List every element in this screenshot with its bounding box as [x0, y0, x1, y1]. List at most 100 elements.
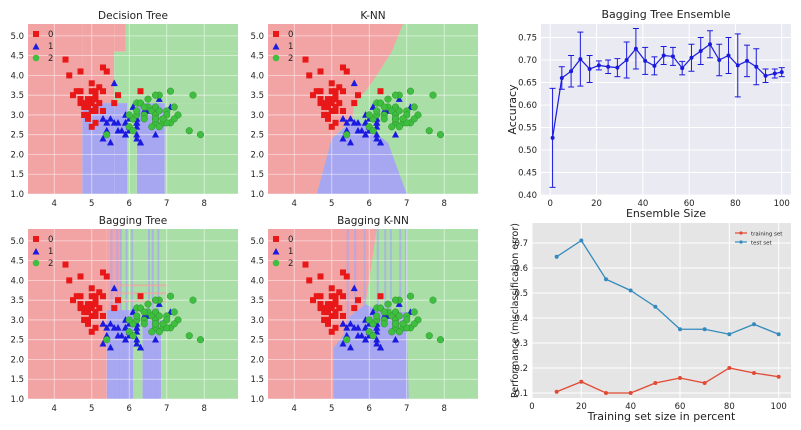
point-class-2 [155, 312, 163, 320]
point-class-2 [140, 115, 148, 123]
accuracy-point [779, 70, 784, 75]
point-class-2 [151, 115, 160, 123]
point-class-2 [425, 127, 433, 135]
series-point-1 [702, 327, 707, 332]
accuracy-point [680, 66, 685, 71]
series-point-0 [653, 381, 658, 385]
y-tick-label: 3.5 [10, 91, 24, 101]
point-class-0 [92, 297, 99, 304]
point-class-2 [365, 111, 373, 119]
point-class-0 [92, 88, 99, 95]
x-tick-label: 4 [52, 199, 57, 209]
point-class-0 [306, 72, 313, 79]
series-point-0 [579, 379, 584, 384]
point-class-2 [406, 87, 415, 95]
region-stripe [110, 229, 113, 399]
point-class-0 [325, 301, 331, 308]
point-class-0 [332, 301, 339, 308]
accuracy-point [754, 64, 759, 69]
point-class-0 [332, 96, 339, 103]
point-class-2 [410, 103, 418, 111]
point-class-1 [347, 320, 354, 327]
point-class-2 [380, 308, 388, 316]
y-tick-label: 4.5 [10, 52, 24, 62]
point-class-0 [115, 297, 121, 304]
point-class-0 [66, 277, 73, 284]
point-class-0 [317, 88, 324, 95]
point-class-0 [306, 277, 313, 284]
point-class-0 [343, 273, 350, 280]
accuracy-point [689, 55, 694, 60]
point-class-1 [110, 284, 118, 292]
panel-title: Bagging Tree [99, 215, 167, 227]
region-stripe [119, 229, 122, 399]
legend-label: 0 [48, 30, 53, 40]
panel-title: Bagging K-NN [337, 215, 409, 227]
point-class-0 [317, 100, 324, 107]
legend-marker-1 [272, 43, 280, 50]
point-class-2 [155, 107, 163, 115]
x-tick-label: 7 [164, 199, 169, 209]
point-class-2 [369, 127, 377, 135]
x-tick-label: 8 [202, 199, 207, 209]
point-class-0 [77, 96, 84, 103]
point-class-1 [107, 343, 114, 351]
point-class-0 [88, 88, 95, 95]
accuracy-point [707, 42, 712, 47]
point-class-1 [347, 138, 354, 146]
point-class-0 [81, 111, 88, 118]
series-point-1 [579, 238, 584, 243]
point-class-0 [100, 64, 106, 71]
ensemble-accuracy-chart: 0 20 40 60 80 100 0.40 0.45 0.50 0.55 0.60 0.65 0.70… [506, 8, 791, 220]
point-class-0 [62, 261, 69, 268]
point-class-0 [340, 88, 346, 95]
legend-label: 1 [288, 247, 293, 257]
point-class-0 [328, 107, 335, 114]
point-class-2 [388, 328, 396, 336]
point-class-1 [392, 130, 399, 138]
point-class-0 [328, 100, 335, 107]
point-class-2 [170, 103, 178, 111]
series-line-1 [556, 239, 779, 335]
point-class-2 [155, 123, 163, 131]
point-class-0 [85, 309, 91, 316]
point-class-2 [391, 320, 400, 328]
y-tick-label: 4.0 [250, 71, 264, 81]
legend-label: 2 [288, 259, 293, 269]
point-class-1 [373, 339, 381, 347]
region-patch [28, 24, 83, 194]
point-class-1 [107, 138, 114, 146]
point-class-0 [100, 88, 106, 95]
y-tick-label: 0.75 [518, 34, 537, 44]
accuracy-point [606, 64, 611, 69]
point-class-1 [133, 335, 141, 343]
y-axis-label: Accuracy [506, 84, 519, 135]
point-class-0 [336, 289, 343, 296]
point-class-0 [88, 328, 95, 335]
point-class-0 [100, 293, 106, 300]
point-class-1 [358, 126, 366, 134]
accuracy-point [633, 46, 638, 51]
point-class-1 [373, 134, 381, 142]
y-tick-label: 3.5 [10, 296, 24, 306]
point-class-0 [313, 293, 320, 300]
point-class-0 [325, 309, 331, 316]
point-class-2 [343, 336, 351, 344]
point-class-0 [336, 305, 343, 312]
point-class-0 [73, 88, 80, 95]
point-class-1 [110, 79, 118, 87]
point-class-0 [77, 68, 84, 75]
point-class-0 [85, 305, 91, 312]
point-class-0 [88, 96, 95, 103]
point-class-0 [332, 309, 339, 316]
point-class-0 [85, 104, 91, 111]
y-tick-label: 1.0 [10, 395, 24, 405]
point-class-2 [148, 328, 156, 336]
point-class-2 [436, 336, 445, 344]
point-class-0 [92, 96, 99, 103]
region-stripe [363, 229, 366, 399]
series-point-1 [678, 327, 682, 332]
point-class-0 [77, 293, 84, 300]
point-class-1 [347, 115, 354, 122]
point-class-0 [321, 111, 328, 118]
